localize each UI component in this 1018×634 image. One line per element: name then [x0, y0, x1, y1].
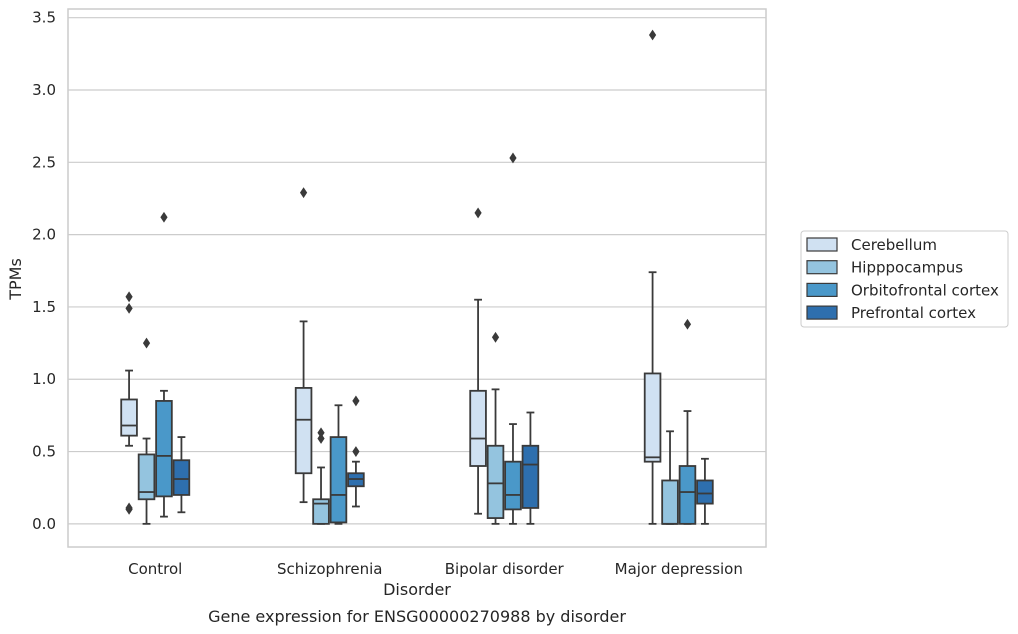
legend-label: Hipppocampus [851, 259, 963, 277]
box-iqr [643, 372, 662, 463]
y-tick-label: 2.5 [32, 153, 56, 171]
box-orbitofrontal-cortex [504, 152, 522, 525]
y-gridlines [68, 17, 766, 525]
box-prefrontal-cortex [172, 436, 191, 514]
outlier-point [125, 502, 133, 514]
box-hipppocampus [137, 337, 156, 525]
box-cerebellum [643, 29, 662, 525]
box-iqr [661, 479, 679, 525]
legend-swatch [806, 260, 838, 275]
outlier-point [352, 446, 360, 457]
x-axis-label: Disorder [383, 580, 451, 599]
plot-frame [67, 8, 767, 548]
box-iqr [486, 444, 505, 519]
box-iqr [155, 400, 173, 498]
legend-swatch [806, 282, 838, 297]
box-iqr [329, 436, 348, 524]
outlier-point [125, 302, 133, 314]
box-prefrontal-cortex [347, 395, 365, 508]
y-tick-label: 1.5 [32, 298, 56, 316]
legend-label: Orbitofrontal cortex [851, 281, 999, 299]
legend: Cerebellum Hipppocampus Orbitofrontal cort… [800, 230, 1009, 328]
box-iqr [521, 444, 540, 509]
box-cerebellum [120, 291, 138, 515]
x-tick-label: Bipolar disorder [445, 560, 565, 578]
box-cerebellum [294, 187, 313, 504]
outlier-point [474, 207, 482, 219]
box-prefrontal-cortex [521, 411, 540, 525]
box-groups [120, 29, 714, 525]
y-axis-label: TPMs [6, 258, 25, 301]
outlier-point [509, 152, 517, 164]
box-orbitofrontal-cortex [155, 211, 173, 518]
box-iqr [504, 460, 522, 511]
outlier-point [491, 331, 500, 343]
outlier-point [317, 433, 325, 444]
box-iqr [120, 398, 138, 437]
legend-label: Prefrontal cortex [851, 304, 976, 322]
y-tick-label: 1.0 [32, 370, 56, 388]
legend-swatch [806, 305, 838, 320]
y-tick-label: 2.0 [32, 226, 56, 244]
outlier-point [352, 395, 360, 407]
box-iqr [696, 479, 714, 505]
box-orbitofrontal-cortex [329, 404, 348, 525]
y-tick-label: 0.5 [32, 443, 56, 461]
y-tick-label: 3.0 [32, 81, 56, 99]
box-hipppocampus [486, 331, 505, 525]
outlier-point [299, 187, 308, 199]
chart-caption: Gene expression for ENSG00000270988 by d… [208, 607, 626, 626]
outlier-point [160, 211, 168, 223]
outlier-point [142, 337, 151, 349]
y-tick-label: 0.0 [32, 515, 56, 533]
legend-swatch [806, 237, 838, 252]
box-iqr [137, 453, 156, 501]
legend-label: Cerebellum [851, 236, 937, 254]
box-iqr [469, 389, 487, 467]
legend-items: Cerebellum Hipppocampus Orbitofrontal cort… [806, 236, 999, 322]
x-tick-label: Control [128, 560, 182, 578]
box-iqr [312, 498, 330, 525]
box-cerebellum [469, 207, 487, 515]
legend-frame [800, 230, 1009, 328]
box-orbitofrontal-cortex [678, 318, 697, 525]
x-tick-label: Schizophrenia [277, 560, 382, 578]
box-prefrontal-cortex [696, 457, 714, 525]
outlier-point [683, 318, 692, 330]
box-iqr [294, 387, 313, 475]
box-iqr [172, 459, 191, 496]
y-tick-label: 3.5 [32, 9, 56, 27]
outlier-point [125, 291, 133, 303]
box-iqr [678, 465, 697, 525]
box-hipppocampus [312, 427, 330, 525]
x-tick-labels: Control Schizophrenia Bipolar disorder Majo… [128, 560, 743, 578]
box-hipppocampus [661, 430, 679, 525]
outlier-point [317, 427, 325, 439]
outlier-point [648, 29, 657, 41]
x-tick-label: Major depression [615, 560, 743, 578]
y-tick-labels: 0.0 0.5 1.0 1.5 2.0 2.5 3.0 3.5 [32, 9, 56, 533]
